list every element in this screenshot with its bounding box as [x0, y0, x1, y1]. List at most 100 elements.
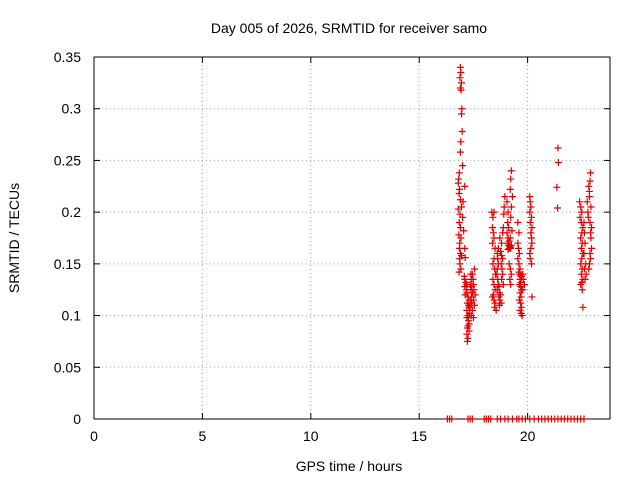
data-point — [528, 293, 536, 301]
data-point — [498, 275, 506, 283]
data-point — [461, 254, 469, 262]
data-point — [584, 213, 592, 221]
data-point — [516, 265, 524, 273]
data-point — [579, 303, 587, 311]
data-point — [497, 260, 505, 268]
data-point — [456, 74, 464, 82]
y-tick-label: 0.3 — [62, 101, 82, 117]
data-point — [500, 210, 508, 218]
data-point — [470, 265, 478, 273]
data-point — [517, 293, 525, 301]
grid-lines — [94, 57, 610, 419]
y-tick-label: 0.35 — [54, 49, 81, 65]
x-tick-label: 5 — [199, 428, 207, 444]
data-point — [577, 203, 585, 211]
data-point — [470, 286, 478, 294]
data-point — [586, 218, 594, 226]
data-point — [527, 229, 535, 237]
data-point — [578, 255, 586, 263]
y-tick-label: 0 — [73, 411, 81, 427]
data-point — [503, 229, 511, 237]
y-tick-label: 0.25 — [54, 152, 81, 168]
data-point — [457, 138, 465, 146]
data-point — [456, 224, 464, 232]
data-point — [495, 293, 503, 301]
y-axis: 0 0.05 0.1 0.15 0.2 0.25 0.3 0.35 — [54, 49, 610, 427]
data-point — [554, 144, 562, 152]
data-point — [504, 218, 512, 226]
data-point — [460, 227, 468, 235]
data-point — [457, 110, 465, 118]
data-point — [528, 224, 536, 232]
data-point — [488, 293, 496, 301]
x-axis: 0 5 10 15 20 — [90, 57, 536, 444]
data-point — [526, 198, 534, 206]
data-point — [505, 260, 513, 268]
data-point — [490, 296, 498, 304]
y-tick-label: 0.05 — [54, 359, 81, 375]
data-point — [498, 252, 506, 260]
data-point — [528, 213, 536, 221]
data-point — [463, 337, 471, 345]
data-point — [515, 260, 523, 268]
data-point — [587, 234, 595, 242]
x-tick-label: 0 — [90, 428, 98, 444]
data-point — [493, 270, 501, 278]
data-point — [514, 218, 522, 226]
data-point — [459, 198, 467, 206]
data-point — [471, 291, 479, 299]
data-point — [500, 203, 508, 211]
data-point — [586, 255, 594, 263]
data-point — [506, 234, 514, 242]
x-axis-label: GPS time / hours — [296, 458, 403, 474]
data-point — [506, 265, 514, 273]
data-point — [499, 281, 507, 289]
data-point — [497, 247, 505, 255]
data-point — [505, 224, 513, 232]
data-point — [498, 239, 506, 247]
plot-area-frame — [93, 56, 611, 420]
data-point — [585, 187, 593, 195]
data-point — [582, 270, 590, 278]
data-point — [581, 275, 589, 283]
data-point — [580, 218, 588, 226]
data-point — [526, 208, 534, 216]
data-point — [527, 244, 535, 252]
data-point — [455, 244, 463, 252]
data-point — [553, 183, 561, 191]
data-point — [581, 239, 589, 247]
data-point — [463, 330, 471, 338]
data-point — [457, 69, 465, 77]
data-point — [490, 208, 498, 216]
x-tick-label: 20 — [520, 428, 536, 444]
data-point — [514, 239, 522, 247]
data-point — [577, 244, 585, 252]
y-tick-label: 0.15 — [54, 256, 81, 272]
data-point — [519, 275, 527, 283]
x-tick-label: 10 — [303, 428, 319, 444]
data-point — [503, 198, 511, 206]
data-point — [504, 208, 512, 216]
data-point — [577, 281, 585, 289]
data-point — [506, 275, 514, 283]
x-tick-label: 15 — [411, 428, 427, 444]
data-point — [463, 314, 471, 322]
data-point — [518, 303, 526, 311]
data-point — [576, 213, 584, 221]
data-point — [515, 229, 523, 237]
data-point — [459, 213, 467, 221]
data-point — [506, 185, 514, 193]
data-point — [585, 260, 593, 268]
data-point — [488, 239, 496, 247]
data-point — [580, 415, 588, 423]
data-point — [468, 415, 476, 423]
data-point — [454, 179, 462, 187]
data-point — [456, 148, 464, 156]
data-point — [554, 204, 562, 212]
data-point — [507, 241, 515, 249]
data-point — [489, 213, 497, 221]
data-point — [586, 169, 594, 177]
data-point — [526, 255, 534, 263]
data-point — [457, 79, 465, 87]
